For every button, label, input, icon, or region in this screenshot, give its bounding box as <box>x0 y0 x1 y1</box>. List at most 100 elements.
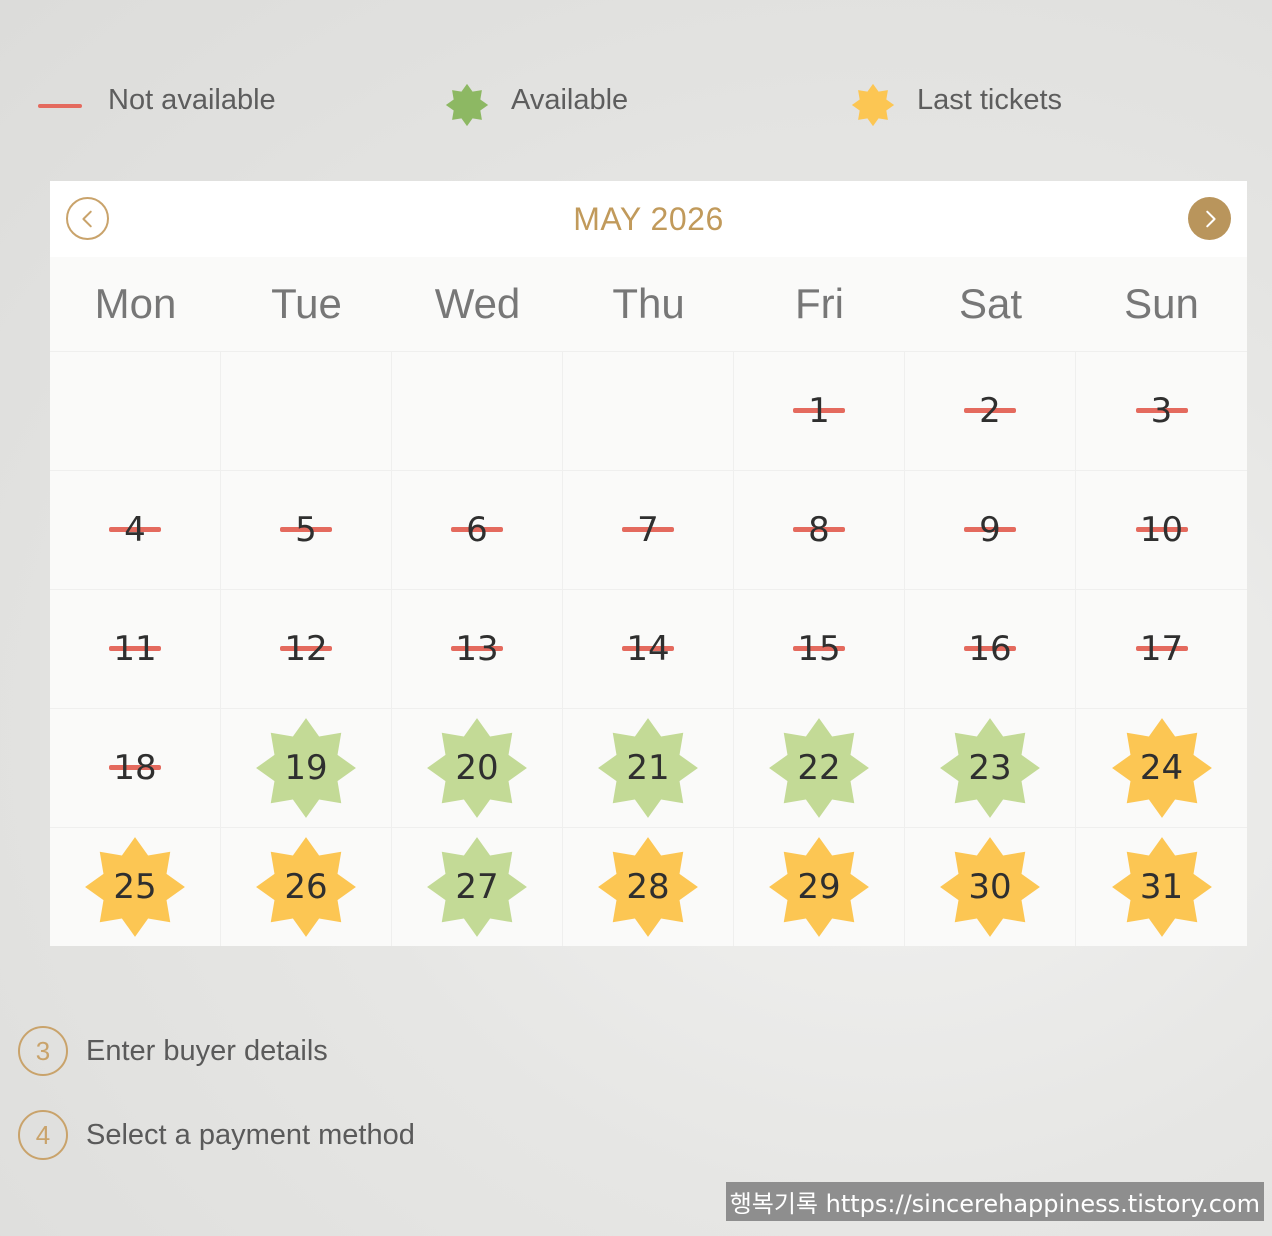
day-number: 4 <box>124 510 146 550</box>
day-number: 1 <box>808 391 830 431</box>
day-number: 31 <box>1139 867 1184 907</box>
unavailable-strike-icon <box>622 527 674 532</box>
weekday-header-row: Mon Tue Wed Thu Fri Sat Sun <box>50 257 1247 351</box>
day-cell-4: 4 <box>50 470 221 589</box>
day-cell-26[interactable]: 26 <box>221 827 392 946</box>
day-number: 25 <box>113 867 157 907</box>
unavailable-strike-icon <box>964 646 1016 651</box>
available-star-icon <box>938 716 1042 820</box>
empty-day-cell <box>392 351 563 470</box>
unavailable-strike-icon <box>964 408 1016 413</box>
day-cell-17: 17 <box>1076 589 1247 708</box>
day-cell-13: 13 <box>392 589 563 708</box>
chevron-left-icon <box>81 210 92 227</box>
unavailable-strike-icon <box>1135 527 1188 532</box>
unavailable-strike-icon <box>1135 408 1188 413</box>
day-number: 22 <box>797 748 841 788</box>
calendar-header: MAY 2026 <box>50 181 1247 257</box>
day-cell-12: 12 <box>221 589 392 708</box>
last-tickets-star-icon <box>767 835 871 939</box>
unavailable-strike-icon <box>109 527 161 532</box>
day-cell-27[interactable]: 27 <box>392 827 563 946</box>
day-number: 28 <box>626 867 670 907</box>
day-cell-7: 7 <box>563 470 734 589</box>
unavailable-strike-icon <box>622 646 674 651</box>
day-cell-20[interactable]: 20 <box>392 708 563 827</box>
day-number: 20 <box>455 748 499 788</box>
available-star-icon <box>254 716 358 820</box>
day-cell-19[interactable]: 19 <box>221 708 392 827</box>
day-number: 29 <box>797 867 841 907</box>
day-number: 27 <box>455 867 499 907</box>
day-cell-14: 14 <box>563 589 734 708</box>
unavailable-strike-icon <box>109 646 161 651</box>
step-label: Enter buyer details <box>86 1034 328 1067</box>
day-number: 18 <box>113 748 157 788</box>
day-number: 3 <box>1150 391 1173 431</box>
previous-month-button[interactable] <box>66 197 109 240</box>
day-cell-25[interactable]: 25 <box>50 827 221 946</box>
day-number: 12 <box>284 629 328 669</box>
weekday-label: Thu <box>612 280 685 327</box>
step-payment-method[interactable]: 4 Select a payment method <box>18 1108 415 1162</box>
day-cell-11: 11 <box>50 589 221 708</box>
day-number: 7 <box>637 510 659 550</box>
day-number: 24 <box>1139 748 1184 788</box>
unavailable-strike-icon <box>964 527 1016 532</box>
unavailable-strike-icon <box>793 527 845 532</box>
day-number: 16 <box>968 629 1012 669</box>
day-cell-1: 1 <box>734 351 905 470</box>
day-number: 6 <box>466 510 488 550</box>
day-cell-22[interactable]: 22 <box>734 708 905 827</box>
legend-label: Not available <box>108 83 276 116</box>
day-cell-21[interactable]: 21 <box>563 708 734 827</box>
next-month-button[interactable] <box>1188 197 1231 240</box>
unavailable-strike-icon <box>280 646 332 651</box>
legend-not-available: Not available <box>38 70 276 130</box>
unavailable-strike-icon <box>793 408 845 413</box>
day-cell-16: 16 <box>905 589 1076 708</box>
day-number: 8 <box>808 510 830 550</box>
availability-legend: Not available Available Last tickets <box>0 70 1272 130</box>
day-cell-28[interactable]: 28 <box>563 827 734 946</box>
empty-day-cell <box>563 351 734 470</box>
day-number: 5 <box>295 510 317 550</box>
day-cell-18: 18 <box>50 708 221 827</box>
day-number: 11 <box>113 629 157 669</box>
step-label: Select a payment method <box>86 1118 415 1151</box>
day-number: 9 <box>979 510 1001 550</box>
available-star-icon <box>767 716 871 820</box>
weekday-label: Sun <box>1124 280 1199 327</box>
last-tickets-star-icon <box>1110 716 1214 820</box>
unavailable-strike-icon <box>451 646 503 651</box>
available-star-icon <box>425 835 529 939</box>
day-number: 30 <box>968 867 1012 907</box>
day-number: 10 <box>1139 510 1184 550</box>
day-cell-30[interactable]: 30 <box>905 827 1076 946</box>
weekday-label: Fri <box>795 280 844 327</box>
green-star-icon <box>445 83 489 127</box>
yellow-star-icon <box>851 83 895 127</box>
empty-day-cell <box>221 351 392 470</box>
available-star-icon <box>596 716 700 820</box>
day-number: 17 <box>1139 629 1184 669</box>
day-cell-23[interactable]: 23 <box>905 708 1076 827</box>
last-tickets-star-icon <box>596 835 700 939</box>
day-number: 14 <box>626 629 670 669</box>
step-buyer-details[interactable]: 3 Enter buyer details <box>18 1024 415 1078</box>
unavailable-strike-icon <box>451 527 503 532</box>
day-number: 23 <box>968 748 1012 788</box>
watermark: 행복기록 https://sincerehappiness.tistory.co… <box>725 1182 1264 1221</box>
last-tickets-star-icon <box>254 835 358 939</box>
day-number: 13 <box>455 629 499 669</box>
day-number: 2 <box>979 391 1001 431</box>
day-cell-24[interactable]: 24 <box>1076 708 1247 827</box>
day-cell-2: 2 <box>905 351 1076 470</box>
last-tickets-star-icon <box>1110 835 1214 939</box>
legend-label: Available <box>511 83 629 116</box>
unavailable-strike-icon <box>1135 646 1188 651</box>
day-cell-9: 9 <box>905 470 1076 589</box>
day-cell-29[interactable]: 29 <box>734 827 905 946</box>
available-star-icon <box>425 716 529 820</box>
day-cell-31[interactable]: 31 <box>1076 827 1247 946</box>
